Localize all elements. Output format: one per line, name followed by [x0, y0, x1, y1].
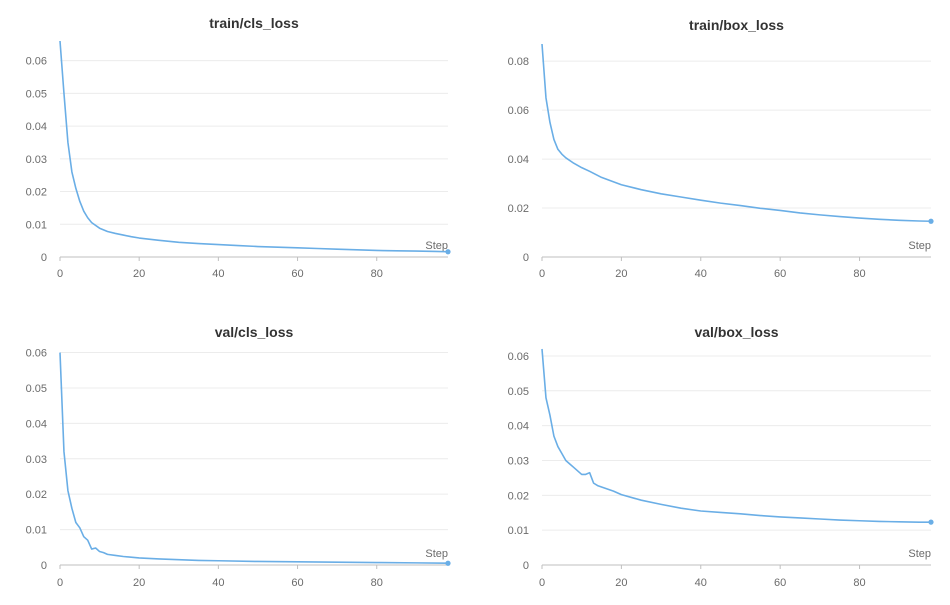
chart1-xtick-label: 40 [695, 268, 707, 280]
chart1-title: train/box_loss [689, 17, 784, 33]
chart1-x-axis-label: Step [908, 240, 931, 252]
chart-val-box-loss: val/box_loss 0 0.01 0.02 0.03 0.04 0.05 0.06 0 20… [508, 324, 934, 589]
chart2-ytick-label: 0.06 [26, 348, 47, 360]
chart0-ytick-label: 0 [41, 252, 47, 264]
chart2-ytick-label: 0.01 [26, 525, 47, 537]
chart2-x-axis-label: Step [425, 548, 448, 560]
chart0-xtick-label: 0 [57, 268, 63, 280]
chart3-ytick-label: 0.04 [508, 421, 529, 433]
chart-train-box-loss: train/box_loss 0 0.02 0.04 0.06 0.08 0 20 40 60 80… [508, 17, 934, 280]
chart2-ytick-label: 0 [41, 560, 47, 572]
chart2-ytick-label: 0.04 [26, 418, 47, 430]
chart1-xtick-label: 0 [539, 268, 545, 280]
chart3-xtick-label: 40 [695, 577, 707, 589]
chart3-series-line [541, 348, 931, 523]
chart1-xtick-label: 60 [774, 268, 786, 280]
chart2-xtick-label: 60 [291, 577, 303, 589]
chart1-ytick-label: 0.06 [508, 105, 529, 117]
chart1-xtick-label: 80 [853, 268, 865, 280]
chart2-ytick-label: 0.02 [26, 489, 47, 501]
chart3-ytick-label: 0.06 [508, 351, 529, 363]
chart0-ytick-label: 0.06 [26, 56, 47, 68]
chart0-ytick-label: 0.01 [26, 219, 47, 231]
chart3-ytick-label: 0 [523, 560, 529, 572]
chart0-xtick-label: 40 [212, 268, 224, 280]
chart0-ytick-label: 0.03 [26, 154, 47, 166]
chart1-ytick-label: 0.04 [508, 154, 529, 166]
chart0-ytick-label: 0.04 [26, 121, 47, 133]
chart3-title: val/box_loss [694, 324, 778, 340]
chart1-xtick-label: 20 [615, 268, 627, 280]
chart0-ytick-label: 0.05 [26, 88, 47, 100]
chart2-xtick-label: 0 [57, 577, 63, 589]
chart3-xtick-label: 80 [853, 577, 865, 589]
chart2-xtick-label: 20 [133, 577, 145, 589]
chart0-x-axis-label: Step [425, 240, 448, 252]
chart3-xtick-label: 0 [539, 577, 545, 589]
chart-panel-train-box-loss: train/box_loss 0 0.02 0.04 0.06 0.08 0 20 40 60 80… [475, 0, 950, 302]
chart2-ytick-label: 0.05 [26, 383, 47, 395]
chart0-last-point [445, 249, 451, 255]
chart0-xtick-label: 20 [133, 268, 145, 280]
chart1-last-point [928, 218, 934, 224]
chart3-xtick-label: 60 [774, 577, 786, 589]
chart1-series-line [541, 43, 932, 223]
chart-val-cls-loss: val/cls_loss 0 0.01 0.02 0.03 0.04 0.05 0.06 0 20… [26, 324, 451, 589]
chart2-title: val/cls_loss [215, 324, 294, 340]
chart3-ytick-label: 0.05 [508, 386, 529, 398]
chart0-series-line [59, 40, 449, 253]
chart3-xtick-label: 20 [615, 577, 627, 589]
chart3-x-axis-label: Step [908, 548, 931, 560]
chart0-title: train/cls_loss [209, 15, 299, 31]
chart-panel-val-box-loss: val/box_loss 0 0.01 0.02 0.03 0.04 0.05 0.06 0 20… [475, 302, 950, 605]
chart3-ytick-label: 0.01 [508, 525, 529, 537]
chart1-ytick-label: 0.08 [508, 56, 529, 68]
chart1-ytick-label: 0 [523, 252, 529, 264]
chart3-ytick-label: 0.03 [508, 455, 529, 467]
chart-panel-val-cls-loss: val/cls_loss 0 0.01 0.02 0.03 0.04 0.05 0.06 0 20… [0, 302, 475, 605]
chart-panel-train-cls-loss: train/cls_loss 0 0.01 0.02 0.03 0.04 0.05 0.06 0… [0, 0, 475, 302]
chart2-xtick-label: 80 [371, 577, 383, 589]
chart0-xtick-label: 60 [291, 268, 303, 280]
chart2-series-line [59, 352, 449, 565]
chart2-ytick-label: 0.03 [26, 454, 47, 466]
chart2-xtick-label: 40 [212, 577, 224, 589]
chart3-last-point [928, 519, 934, 525]
chart1-ytick-label: 0.02 [508, 203, 529, 215]
chart0-ytick-label: 0.02 [26, 187, 47, 199]
chart3-ytick-label: 0.02 [508, 490, 529, 502]
chart2-last-point [445, 560, 451, 566]
chart0-xtick-label: 80 [371, 268, 383, 280]
chart-train-cls-loss: train/cls_loss 0 0.01 0.02 0.03 0.04 0.05 0.06 0… [26, 15, 451, 280]
